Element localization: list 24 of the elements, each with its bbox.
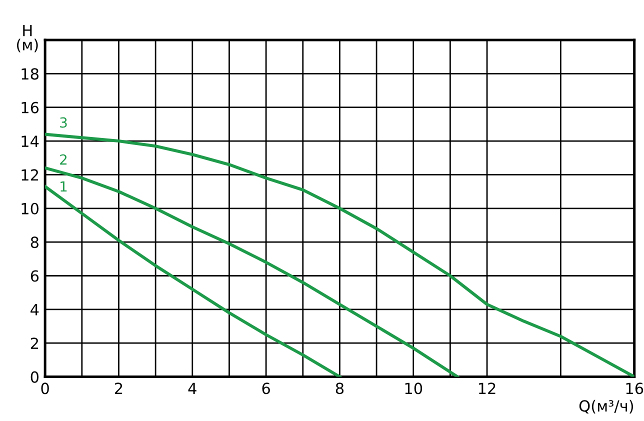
x-tick-label: 6 [262, 382, 270, 394]
x-tick-label: 8 [336, 382, 344, 394]
y-tick-label: 10 [22, 202, 39, 214]
y-tick-label: 18 [22, 68, 38, 80]
x-tick-label: 2 [114, 382, 122, 394]
x-tick-label: 0 [41, 382, 49, 394]
x-tick-label: 16 [626, 382, 644, 394]
y-tick-label: 6 [30, 270, 39, 282]
y-tick-label: 2 [30, 338, 38, 349]
series-label: 2 [60, 154, 67, 165]
series-label: 1 [60, 181, 67, 192]
line-series [45, 166, 460, 377]
x-axis-title: Q(м³/ч) [579, 400, 634, 414]
y-tick-label: 0 [30, 371, 39, 383]
x-tick-label: 12 [478, 382, 496, 394]
x-tick-label: 10 [405, 382, 422, 394]
y-tick-label: 16 [22, 102, 39, 114]
y-tick-label: 12 [22, 169, 38, 181]
y-axis-title: H (м) [16, 24, 38, 52]
y-tick-label: 14 [22, 136, 39, 147]
y-tick-label: 8 [30, 236, 38, 248]
x-tick-label: 4 [188, 382, 196, 394]
y-tick-label: 4 [30, 304, 39, 316]
series-label: 3 [60, 117, 67, 128]
